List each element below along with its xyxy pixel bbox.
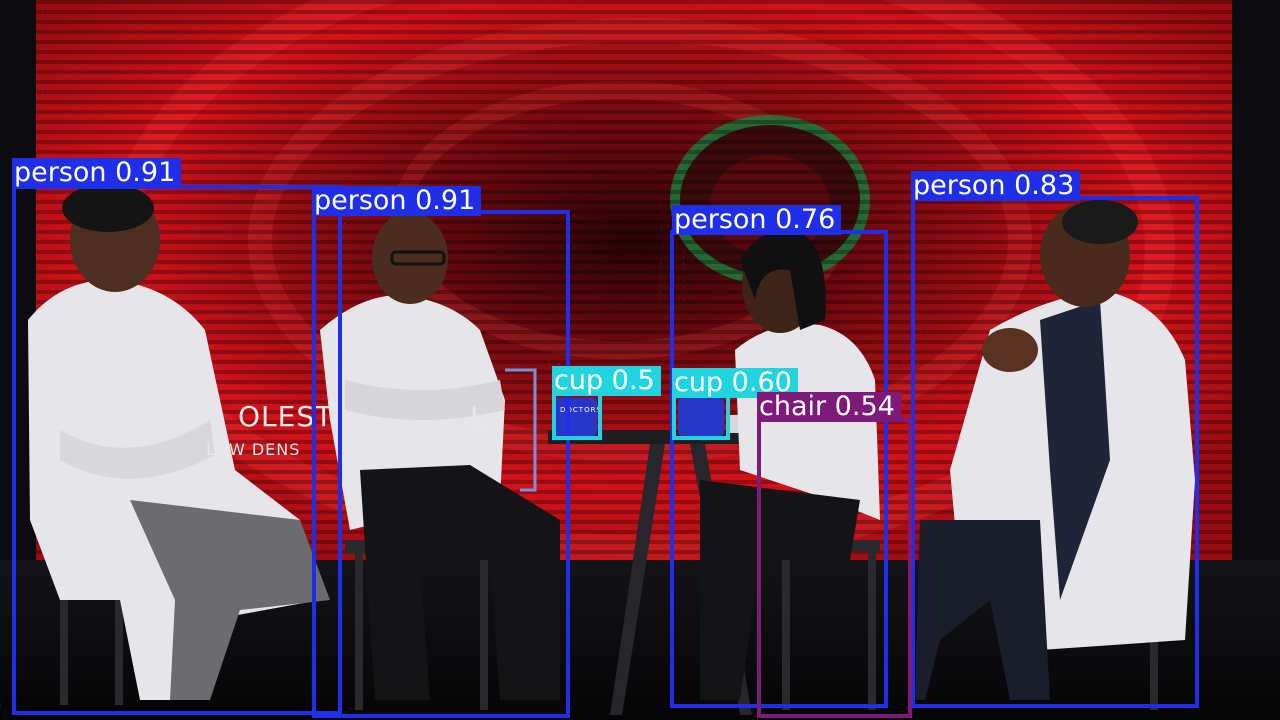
detection-box-chair	[757, 418, 912, 718]
screen-text-line1-end: L	[470, 400, 487, 433]
detection-box-person-1	[12, 185, 342, 715]
detection-box-cup-2	[672, 392, 730, 440]
mug-print: DOCTORS	[560, 406, 602, 414]
detection-label-person-1: person 0.91	[12, 158, 182, 188]
person-2	[320, 212, 560, 710]
detection-label-person-2: person 0.91	[312, 186, 482, 216]
person-1	[28, 184, 330, 705]
detection-label-chair: chair 0.54	[757, 392, 901, 422]
detection-label-cup-2: cup 0.60	[672, 368, 798, 398]
screen-text-line2: LOW DENS	[206, 440, 301, 459]
detection-label-person-3: person 0.76	[672, 205, 842, 235]
detection-label-person-4: person 0.83	[911, 171, 1081, 201]
detection-box-person-2	[312, 210, 570, 718]
detection-label-cup-1: cup 0.5	[552, 366, 661, 396]
detection-box-cup-1	[552, 392, 602, 440]
screen-text-line1: OLEST	[238, 400, 334, 433]
person-4	[915, 200, 1195, 710]
detection-box-person-4	[911, 196, 1199, 708]
